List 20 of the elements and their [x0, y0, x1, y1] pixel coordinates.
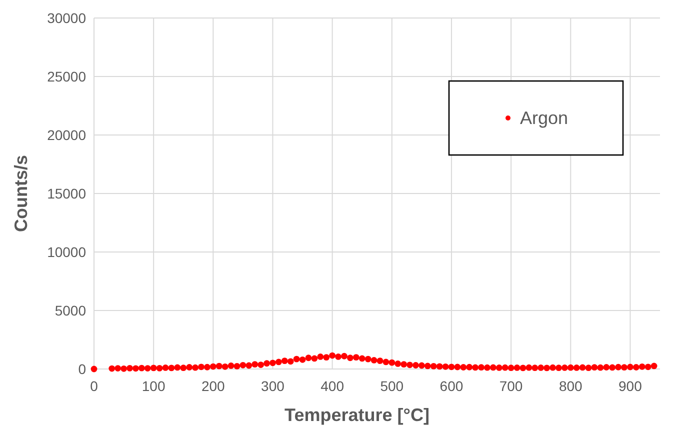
x-tick-label: 800 — [558, 378, 583, 394]
x-tick-label: 500 — [380, 378, 404, 394]
legend-label: Argon — [520, 108, 568, 128]
x-tick-label: 400 — [320, 378, 344, 394]
x-tick-label: 900 — [618, 378, 642, 394]
y-tick-label: 30000 — [47, 10, 86, 26]
x-tick-label: 600 — [440, 378, 464, 394]
y-axis-title: Counts/s — [11, 154, 31, 232]
y-tick-label: 25000 — [47, 68, 86, 84]
y-tick-label: 20000 — [47, 127, 86, 143]
x-tick-label: 200 — [201, 378, 226, 394]
y-tick-label: 10000 — [47, 244, 86, 260]
x-tick-label: 700 — [499, 378, 523, 394]
x-tick-label: 300 — [261, 378, 285, 394]
y-tick-label: 15000 — [47, 186, 86, 202]
x-tick-label: 0 — [90, 378, 98, 394]
x-axis-title: Temperature [°C] — [284, 405, 430, 425]
x-tick-label: 100 — [142, 378, 166, 394]
y-tick-label: 5000 — [54, 302, 86, 318]
y-tick-label: 0 — [78, 361, 86, 377]
